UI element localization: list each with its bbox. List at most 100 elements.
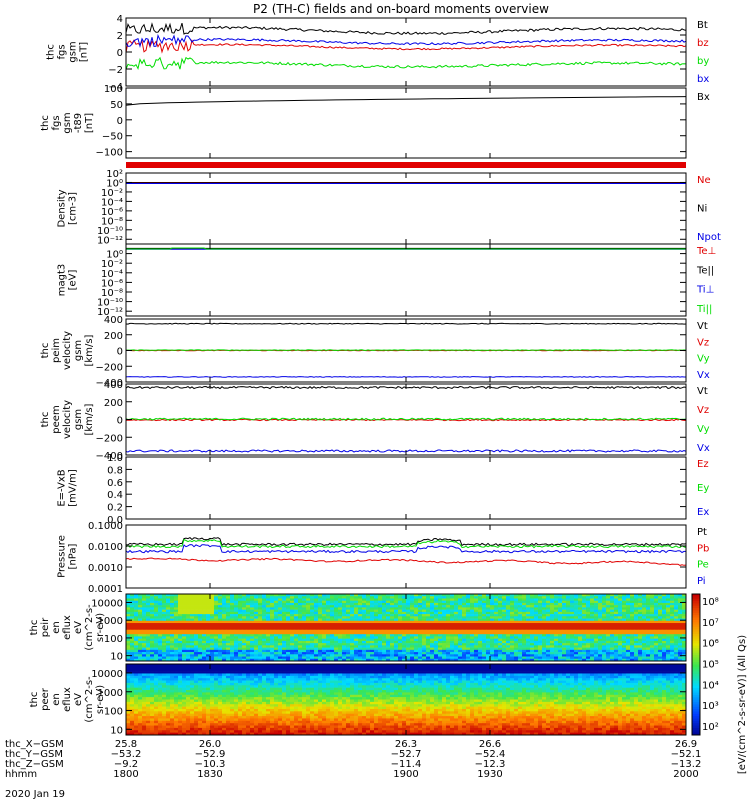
heatmap-cell — [526, 631, 531, 635]
heatmap-cell — [410, 609, 415, 613]
heatmap-cell — [242, 631, 247, 635]
heatmap-cell — [650, 616, 655, 619]
heatmap-cell — [566, 614, 571, 617]
heatmap-cell — [126, 609, 131, 613]
heatmap-cell — [490, 645, 495, 648]
heatmap-cell — [134, 609, 139, 613]
heatmap-cell — [594, 664, 599, 667]
heatmap-cell — [494, 594, 499, 597]
heatmap-cell — [306, 652, 311, 655]
heatmap-cell — [666, 605, 671, 608]
heatmap-cell — [178, 625, 183, 628]
heatmap-cell — [438, 647, 443, 651]
heatmap-cell — [678, 623, 683, 626]
heatmap-cell — [282, 627, 287, 631]
heatmap-cell — [490, 627, 495, 631]
heatmap-cell — [370, 611, 375, 615]
heatmap-cell — [466, 652, 471, 655]
heatmap-cell — [290, 649, 295, 653]
heatmap-cell — [334, 631, 339, 635]
heatmap-cell — [450, 594, 455, 597]
heatmap-cell — [674, 598, 679, 601]
heatmap-cell — [634, 623, 639, 626]
heatmap-cell — [598, 638, 603, 642]
heatmap-cell — [286, 616, 291, 619]
heatmap-cell — [506, 666, 511, 670]
heatmap-cell — [546, 666, 551, 670]
heatmap-cell — [626, 614, 631, 617]
heatmap-cell — [558, 616, 563, 619]
heatmap-cell — [458, 627, 463, 631]
heatmap-cell — [650, 664, 655, 667]
heatmap-cell — [366, 668, 371, 672]
heatmap-cell — [378, 636, 383, 639]
heatmap-cell — [526, 649, 531, 653]
heatmap-cell — [198, 609, 203, 613]
heatmap-cell — [226, 618, 231, 622]
heatmap-cell — [378, 656, 383, 660]
heatmap-cell — [382, 645, 387, 648]
heatmap-cell — [298, 668, 303, 672]
heatmap-cell — [226, 671, 231, 674]
heatmap-cell — [266, 638, 271, 642]
heatmap-cell — [134, 594, 139, 597]
heatmap-cell — [182, 634, 187, 637]
heatmap-cell — [618, 596, 623, 599]
heatmap-cell — [522, 596, 527, 599]
heatmap-cell — [390, 611, 395, 615]
legend-pt: Pt — [697, 527, 707, 538]
heatmap-cell — [386, 623, 391, 626]
heatmap-cell — [286, 658, 291, 662]
heatmap-cell — [350, 666, 355, 670]
heatmap-cell — [506, 594, 511, 597]
heatmap-cell — [454, 654, 459, 657]
heatmap-cell — [202, 607, 207, 610]
heatmap-cell — [262, 618, 267, 622]
heatmap-cell — [202, 620, 207, 624]
heatmap-cell — [374, 620, 379, 624]
heatmap-cell — [238, 598, 243, 601]
heatmap-cell — [602, 623, 607, 626]
heatmap-cell — [570, 640, 575, 644]
heatmap-cell — [382, 614, 387, 617]
heatmap-cell — [286, 611, 291, 615]
heatmap-cell — [354, 598, 359, 601]
heatmap-cell — [142, 631, 147, 635]
heatmap-cell — [666, 614, 671, 617]
heatmap-cell — [270, 605, 275, 608]
heatmap-cell — [154, 627, 159, 631]
heatmap-cell — [366, 645, 371, 648]
heatmap-cell — [566, 649, 571, 653]
heatmap-cell — [418, 664, 423, 667]
heatmap-cell — [610, 656, 615, 660]
heatmap-cell — [130, 605, 135, 608]
legend-ey: Ey — [697, 483, 709, 494]
heatmap-cell — [190, 666, 195, 670]
heatmap-cell — [234, 598, 239, 601]
heatmap-cell — [246, 631, 251, 635]
heatmap-cell — [158, 656, 163, 660]
heatmap-cell — [574, 647, 579, 651]
y-axis-label: eV — [73, 621, 84, 634]
heatmap-cell — [518, 605, 523, 608]
heatmap-cell — [418, 629, 423, 633]
heatmap-cell — [398, 658, 403, 662]
heatmap-cell — [442, 596, 447, 599]
heatmap-cell — [518, 652, 523, 655]
heatmap-cell — [274, 636, 279, 639]
heatmap-cell — [146, 645, 151, 648]
heatmap-cell — [550, 666, 555, 670]
heatmap-cell — [458, 629, 463, 633]
heatmap-cell — [390, 618, 395, 622]
heatmap-cell — [534, 652, 539, 655]
heatmap-cell — [138, 616, 143, 619]
heatmap-cell — [466, 598, 471, 601]
heatmap-cell — [210, 668, 215, 672]
heatmap-cell — [658, 625, 663, 628]
heatmap-cell — [246, 596, 251, 599]
heatmap-cell — [534, 596, 539, 599]
heatmap-cell — [222, 618, 227, 622]
heatmap-cell — [150, 611, 155, 615]
heatmap-cell — [250, 640, 255, 644]
